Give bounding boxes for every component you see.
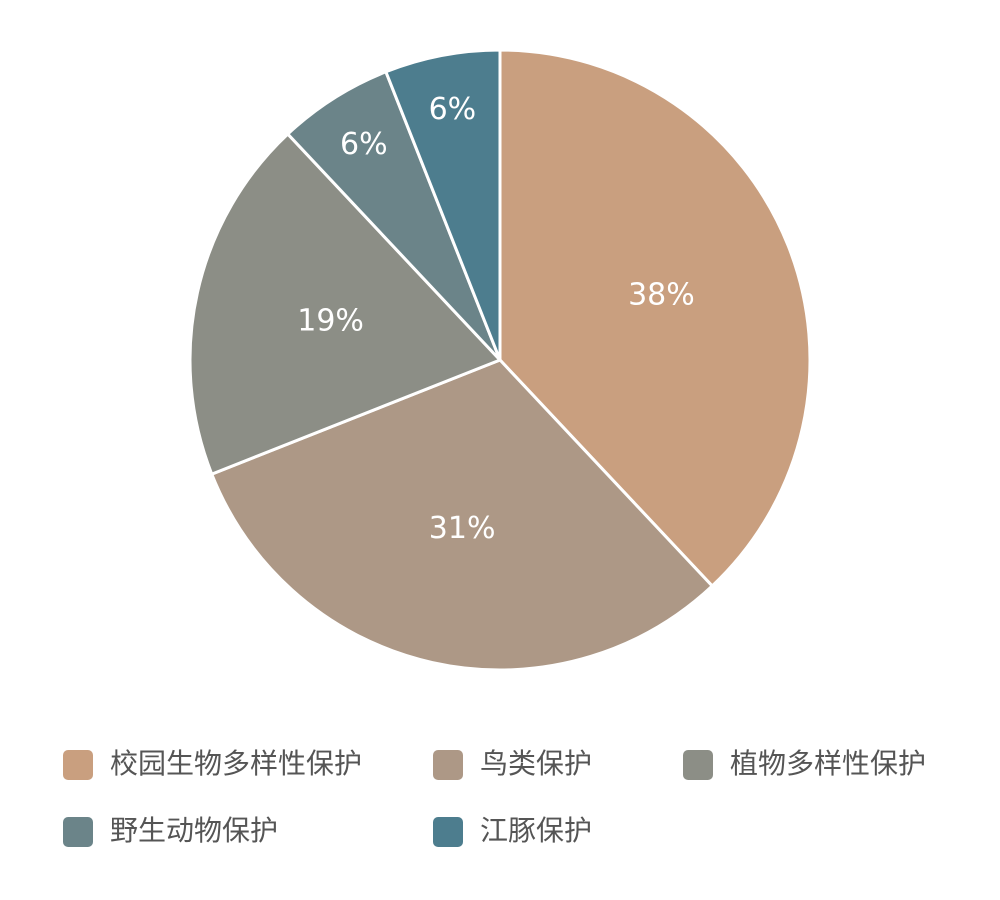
legend-label: 校园生物多样性保护 bbox=[110, 747, 362, 780]
data-label: 31% bbox=[429, 511, 496, 546]
pie-slice bbox=[498, 48, 812, 589]
legend-swatch bbox=[683, 750, 713, 780]
data-label: 6% bbox=[340, 127, 388, 162]
legend-swatch bbox=[433, 817, 463, 847]
legend-label: 江豚保护 bbox=[480, 814, 592, 847]
legend-label: 野生动物保护 bbox=[110, 814, 278, 847]
data-label: 19% bbox=[297, 304, 364, 339]
data-label: 38% bbox=[628, 278, 695, 313]
legend-label: 鸟类保护 bbox=[480, 747, 592, 780]
legend-swatch bbox=[433, 750, 463, 780]
pie-slice bbox=[209, 358, 715, 672]
legend-label: 植物多样性保护 bbox=[730, 747, 926, 780]
legend-swatch bbox=[63, 750, 93, 780]
pie-slice bbox=[188, 131, 503, 477]
legend-swatch bbox=[63, 817, 93, 847]
pie-slice bbox=[383, 48, 502, 361]
data-label: 6% bbox=[429, 92, 477, 127]
